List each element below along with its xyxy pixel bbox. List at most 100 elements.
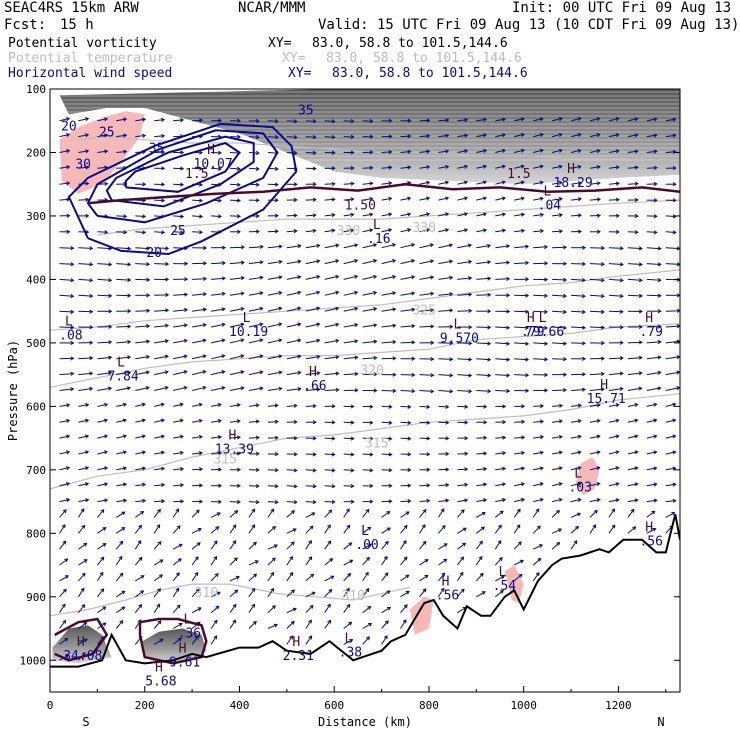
wind-vector-head — [108, 293, 113, 298]
wind-vector — [229, 246, 245, 249]
wind-vector-head — [199, 499, 204, 504]
wind-vector — [665, 419, 676, 423]
wind-vector-head — [468, 373, 473, 378]
wind-vector — [533, 197, 544, 201]
wind-vector — [229, 557, 238, 566]
wind-vector-head — [483, 404, 488, 409]
wind-vector-head — [388, 228, 393, 233]
extremum-high-marker: H — [645, 311, 653, 326]
wind-vector — [97, 403, 108, 407]
wind-vector-head — [386, 527, 391, 532]
wind-vector — [665, 310, 680, 312]
wind-vector — [116, 590, 125, 598]
wind-vector-head — [104, 165, 109, 170]
wind-vector-head — [502, 228, 507, 233]
wind-vector — [116, 167, 127, 169]
wind-vector-head — [293, 484, 298, 489]
wind-vector-head — [449, 292, 454, 297]
wind-vector-head — [62, 588, 67, 593]
wind-vector-head — [369, 212, 374, 217]
wind-vector-head — [138, 604, 143, 609]
wind-vector — [248, 152, 259, 154]
wind-vector-head — [350, 134, 355, 139]
wind-vector — [173, 452, 184, 455]
wind-vector — [172, 558, 182, 566]
wind-vector — [78, 247, 93, 249]
x-tick-label: 600 — [324, 699, 344, 712]
wind-vector-head — [274, 419, 279, 424]
wind-vector — [400, 405, 411, 408]
wind-vector-head — [525, 277, 530, 282]
wind-vector — [173, 247, 188, 249]
wind-vector — [608, 134, 619, 138]
wind-vector — [191, 589, 200, 598]
wind-vector-head — [81, 572, 86, 577]
wind-vector-head — [369, 150, 374, 155]
wind-vector — [305, 512, 315, 518]
wind-vector — [211, 293, 225, 296]
legend-pv-name: Potential vorticity — [8, 36, 157, 51]
wind-vector-head — [520, 497, 525, 502]
wind-vector-head — [349, 559, 354, 564]
wind-vector-head — [66, 133, 71, 138]
wind-vector — [135, 511, 144, 518]
wind-vector — [59, 499, 70, 503]
wind-vector — [665, 387, 680, 391]
wind-vector — [59, 134, 70, 138]
wind-vector-head — [634, 213, 639, 219]
wind-vector — [135, 356, 150, 360]
wind-vector — [495, 483, 506, 487]
wind-vector — [286, 371, 301, 376]
wind-vector-head — [274, 229, 279, 234]
wind-vector-head — [350, 499, 355, 504]
wind-vector-head — [164, 385, 169, 390]
wind-vector-head — [121, 606, 126, 611]
wind-vector-head — [539, 132, 544, 137]
wind-vector-head — [236, 134, 241, 139]
wind-vector-head — [89, 309, 94, 314]
wind-vector — [551, 118, 563, 122]
wind-vector — [665, 356, 680, 360]
wind-vector-head — [558, 213, 563, 218]
wind-vector — [362, 636, 370, 645]
wind-vector — [571, 182, 581, 185]
wind-vector — [248, 604, 255, 613]
wind-vector-head — [384, 620, 389, 625]
pv-surface-loop — [54, 617, 109, 662]
wind-vector-head — [145, 386, 150, 391]
wind-vector — [665, 403, 676, 407]
wind-vector — [552, 326, 567, 329]
wind-vector — [608, 150, 619, 153]
wind-vector-head — [308, 556, 313, 561]
wind-vector-head — [259, 244, 264, 249]
wind-vector — [533, 420, 544, 423]
wind-vector — [381, 357, 396, 360]
wind-vector — [78, 294, 93, 297]
wind-vector-head — [672, 182, 677, 187]
wind-vector-head — [411, 307, 416, 312]
wind-vector — [571, 294, 586, 297]
wind-vector-head — [312, 499, 317, 505]
wind-vector-head — [350, 404, 355, 409]
wind-vector — [608, 357, 623, 360]
wind-vector-head — [335, 290, 340, 295]
wind-vector-head — [483, 435, 488, 440]
wind-vector-head — [558, 497, 563, 502]
wind-vector — [589, 150, 600, 153]
wind-vector-head — [468, 325, 473, 330]
wind-vector-head — [499, 510, 504, 515]
wind-vector-head — [392, 307, 397, 312]
wind-vector — [229, 292, 244, 296]
wind-vector — [135, 387, 150, 391]
extremum-high-marker: H — [567, 162, 575, 177]
wind-vector-head — [194, 556, 199, 561]
wind-vector-head — [407, 452, 412, 457]
wind-vector — [665, 371, 680, 376]
wind-vector-head — [273, 623, 279, 628]
wind-vector-head — [506, 309, 511, 314]
wind-vector — [192, 452, 203, 455]
wind-vector-head — [102, 543, 107, 547]
wind-vector-head — [197, 607, 202, 611]
wind-vector — [608, 199, 619, 201]
wind-vector-head — [445, 467, 450, 472]
